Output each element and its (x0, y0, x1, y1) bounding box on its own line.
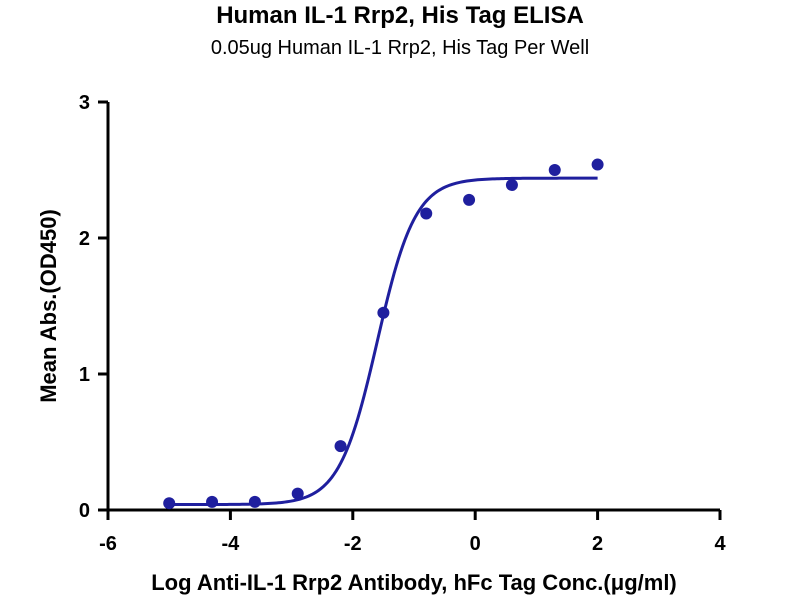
y-tick-label: 3 (79, 92, 90, 114)
fit-curve (169, 176, 598, 507)
axes (106, 102, 720, 512)
data-point (591, 158, 604, 171)
ticks: -6 -4 -2 0 2 4 0 1 2 3 (79, 92, 727, 555)
x-axis-label: Log Anti-IL-1 Rrp2 Antibody, hFc Tag Con… (151, 570, 677, 595)
y-tick-label: 0 (79, 500, 90, 522)
x-tick-label: 2 (592, 533, 603, 555)
data-point (206, 495, 219, 508)
y-tick-label: 2 (79, 228, 90, 250)
y-axis-label: Mean Abs.(OD450) (36, 209, 61, 403)
fit-layer (169, 176, 598, 507)
data-point (463, 193, 476, 206)
x-tick-label: -6 (99, 533, 117, 555)
data-point (420, 207, 433, 220)
x-tick-label: -2 (344, 533, 362, 555)
chart-subtitle: 0.05ug Human IL-1 Rrp2, His Tag Per Well (210, 37, 590, 59)
data-point (377, 306, 390, 319)
data-point (163, 497, 176, 510)
y-tick-label: 1 (79, 364, 90, 386)
data-point (548, 164, 561, 176)
x-tick-label: 4 (714, 533, 726, 555)
x-tick-label: 0 (470, 533, 481, 555)
data-point (334, 440, 347, 453)
data-point (248, 495, 261, 508)
data-point (505, 178, 518, 191)
data-point (291, 487, 304, 500)
x-tick-label: -4 (222, 533, 241, 555)
points-layer (163, 158, 604, 510)
chart-title: Human IL-1 Rrp2, His Tag ELISA (216, 2, 584, 29)
